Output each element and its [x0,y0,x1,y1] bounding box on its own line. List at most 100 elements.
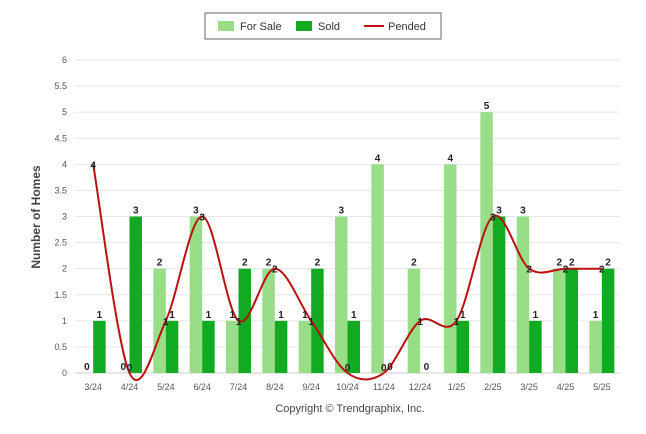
legend-label-for-sale: For Sale [240,21,282,33]
data-label: 1 [351,310,357,321]
data-label: 2 [605,258,611,269]
data-label: 2 [569,258,575,269]
data-label: 4 [447,153,453,164]
data-label: 1 [97,310,103,321]
pended-label: 2 [272,265,278,276]
bar-sold [274,320,288,373]
data-label: 1 [169,310,175,321]
pended-series-line [92,164,602,382]
bar-for-sale [589,320,602,373]
x-tick-label: 11/24 [373,382,395,392]
y-tick-label: 5.5 [54,81,67,91]
y-tick-label: 0.5 [54,342,67,352]
data-label: 3 [520,206,526,217]
legend[interactable]: For Sale Sold Pended [204,12,442,40]
y-tick-label: 5 [62,107,67,117]
data-label: 1 [229,310,235,321]
data-label: 2 [411,258,417,269]
bar-for-sale [335,216,348,373]
data-label: 2 [242,258,248,269]
bar-for-sale [226,320,239,373]
pended-label: 0 [345,363,351,374]
data-label: 0 [84,362,90,373]
pended-label: 4 [90,160,96,171]
x-tick-label: 3/25 [520,382,538,392]
data-label: 1 [302,310,308,321]
x-tick-label: 3/24 [84,382,102,392]
data-label: 2 [157,258,163,269]
data-label: 5 [484,101,490,112]
data-label: 3 [133,206,139,217]
bar-for-sale [553,268,566,373]
bar-for-sale [298,320,312,373]
bar-for-sale [516,216,530,373]
bar-sold [129,216,142,373]
pended-label: 1 [163,317,169,328]
pended-label: 3 [490,213,496,224]
bar-for-sale [444,164,457,373]
data-label: 2 [556,258,562,269]
data-label: 3 [338,206,344,217]
pended-label: 1 [308,317,314,328]
x-tick-label: 5/25 [593,382,611,392]
bar-sold [347,320,360,373]
x-tick-label: 4/25 [557,382,575,392]
data-label: 1 [533,310,539,321]
bars [93,112,615,374]
x-tick-label: 4/24 [121,382,139,392]
data-label: 1 [460,310,466,321]
x-tick-label: 7/24 [230,382,248,392]
data-label: 1 [206,310,212,321]
x-tick-label: 5/24 [157,382,175,392]
data-label: 0 [387,362,393,373]
data-label: 3 [193,206,199,217]
bar-for-sale [262,268,275,373]
data-label: 4 [375,153,381,164]
legend-swatch-for-sale [218,21,234,31]
legend-label-sold: Sold [318,21,340,33]
data-label: 2 [266,258,272,269]
y-tick-label: 1 [62,316,67,326]
pended-label: 0 [381,363,387,374]
legend-box [204,12,442,40]
legend-swatch-sold [296,21,312,31]
data-label: 2 [315,258,321,269]
pended-label: 2 [526,265,532,276]
pended-label: 1 [454,317,460,328]
pended-label: 2 [599,265,605,276]
x-tick-label: 1/25 [448,382,466,392]
data-labels: 0140302113131212121213104002014115333122… [84,101,611,374]
bar-sold [492,216,506,373]
pended-line [92,164,602,382]
pended-label: 0 [127,363,133,374]
y-tick-label: 1.5 [54,290,67,300]
data-label: 0 [120,362,126,373]
y-tick-label: 0 [62,368,67,378]
copyright: Copyright © Trendgraphix, Inc. [275,403,424,415]
data-label: 3 [496,206,502,217]
bar-sold [165,320,179,373]
bar-for-sale [407,268,421,373]
data-label: 0 [424,362,430,373]
bar-sold [565,268,578,373]
y-tick-label: 2.5 [54,238,67,248]
y-axis-title: Number of Homes [29,165,43,269]
data-label: 1 [278,310,284,321]
data-label: 1 [593,310,599,321]
x-tick-label: 9/24 [302,382,320,392]
y-tick-label: 4.5 [54,133,67,143]
pended-label: 1 [417,317,423,328]
y-axis: 0 0.5 1 1.5 2 2.5 3 3.5 4 4.5 5 5.5 6 [54,55,67,378]
y-tick-label: 3 [62,212,67,222]
y-tick-label: 2 [62,264,67,274]
bar-for-sale [371,164,384,373]
y-tick-label: 3.5 [54,185,67,195]
bar-sold [456,320,469,373]
y-tick-label: 6 [62,55,67,65]
y-tick-label: 4 [62,159,67,169]
pended-label: 1 [236,317,242,328]
bar-sold [202,320,215,373]
x-tick-label: 8/24 [266,382,284,392]
bar-for-sale [189,216,203,373]
